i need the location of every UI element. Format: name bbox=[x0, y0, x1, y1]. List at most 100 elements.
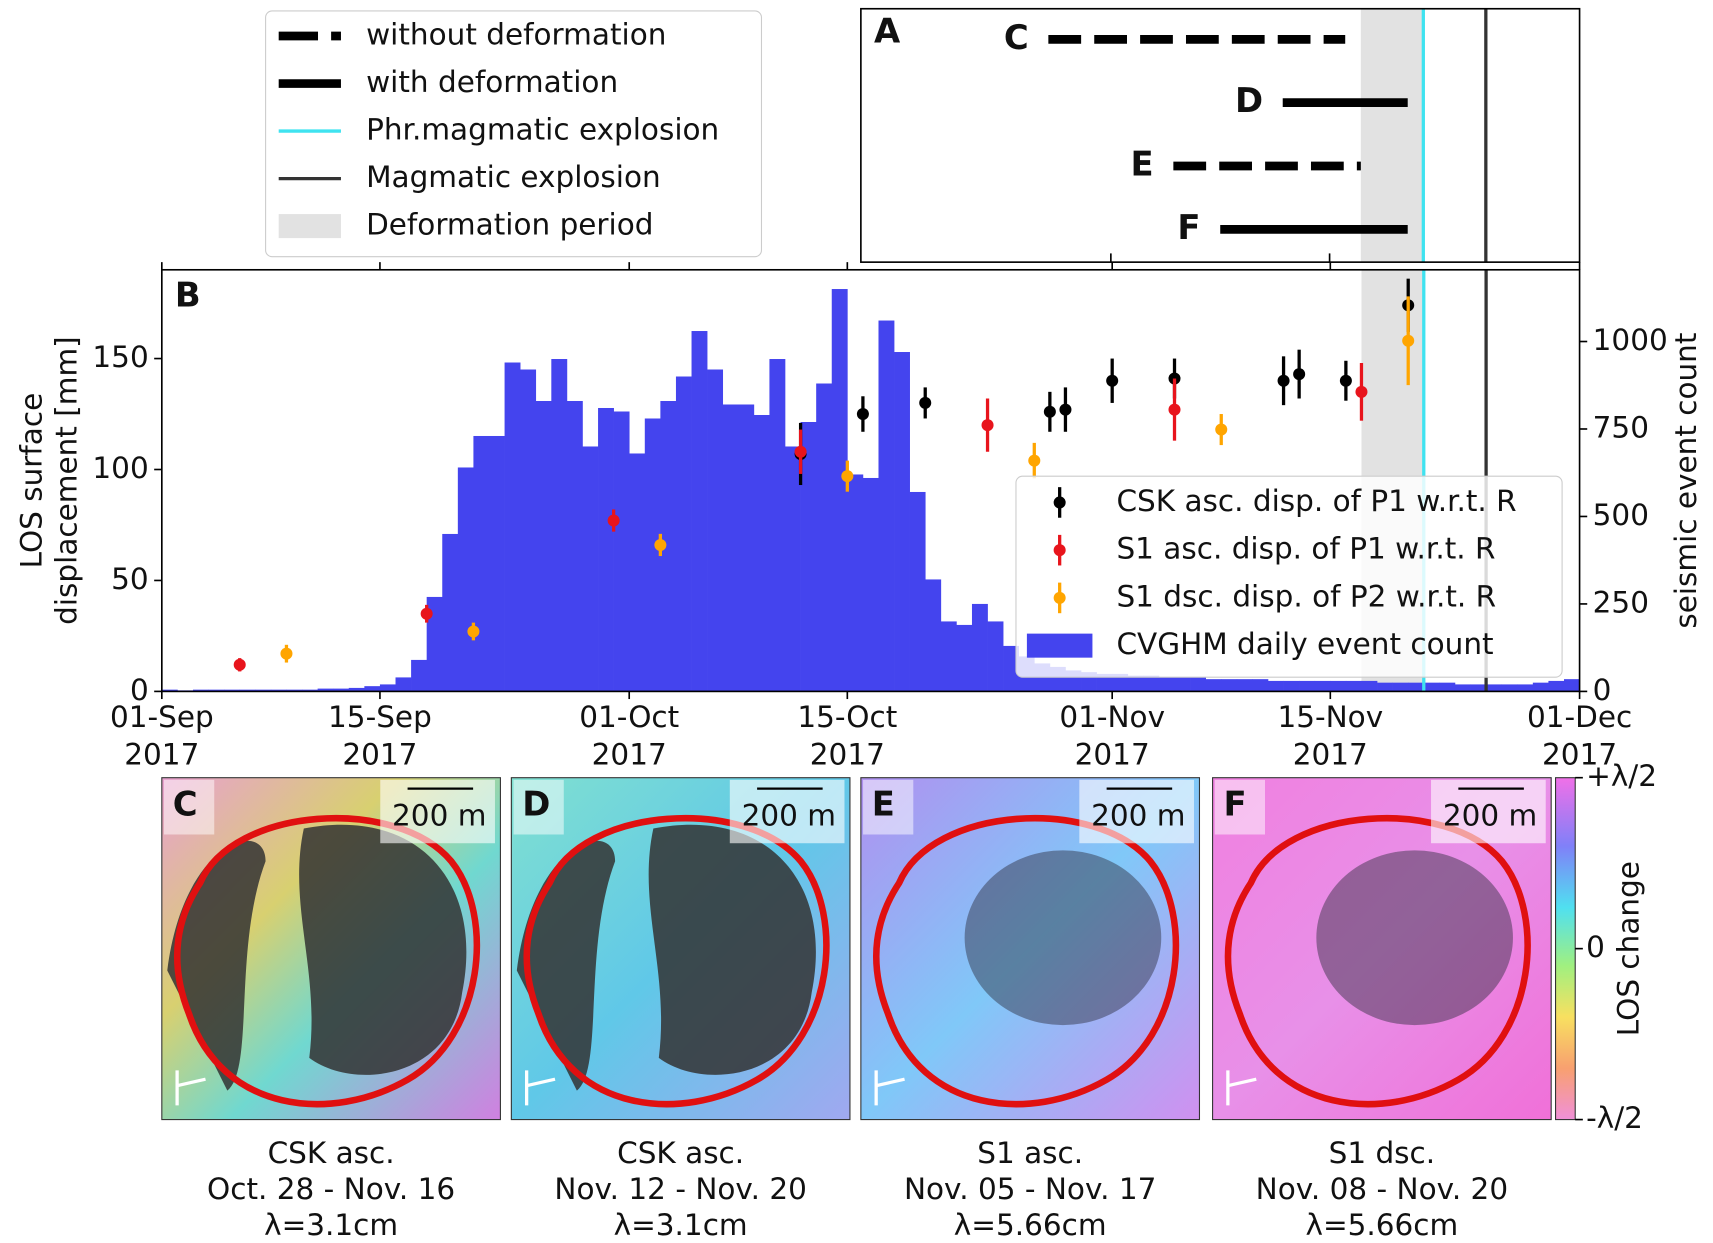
histogram-bar bbox=[504, 362, 521, 692]
legend-label: S1 dsc. disp. of P2 w.r.t. R bbox=[1116, 579, 1496, 613]
histogram-bar bbox=[1003, 645, 1020, 692]
legend-label: CVGHM daily event count bbox=[1116, 627, 1493, 661]
histogram-bar bbox=[333, 688, 350, 692]
y2-tick-label: 1000 bbox=[1593, 323, 1668, 357]
data-point bbox=[1059, 403, 1072, 416]
y-axis-label: displacement [mm] bbox=[49, 336, 83, 625]
label-box bbox=[164, 779, 215, 835]
histogram-bar bbox=[317, 688, 334, 692]
histogram-bar bbox=[660, 400, 677, 692]
y2-tick-label: 500 bbox=[1593, 498, 1649, 532]
panel-label: D bbox=[522, 785, 550, 824]
colorbar-tick-label: +λ/2 bbox=[1586, 759, 1657, 793]
legend-label: without deformation bbox=[366, 18, 666, 52]
histogram-bar bbox=[535, 400, 552, 692]
x-tick-label: 2017 bbox=[810, 737, 885, 771]
histogram-bar bbox=[1392, 682, 1409, 692]
histogram-bar bbox=[426, 596, 443, 692]
histogram-bar bbox=[1470, 684, 1487, 692]
crater-rim bbox=[174, 815, 480, 1108]
caption: λ=5.66cm bbox=[1306, 1208, 1459, 1242]
y2-tick-label: 250 bbox=[1593, 585, 1649, 619]
histogram-bar bbox=[598, 407, 614, 692]
data-point bbox=[280, 647, 293, 660]
x-tick-label: 2017 bbox=[1293, 737, 1368, 771]
y2-axis-label: seismic event count bbox=[1669, 333, 1703, 629]
data-point bbox=[856, 408, 869, 421]
y-tick-label: 50 bbox=[111, 562, 149, 596]
histogram-bar bbox=[566, 400, 583, 692]
legend-label: Deformation period bbox=[366, 208, 653, 242]
legend-handle bbox=[278, 214, 341, 239]
scale-label: 200 m bbox=[742, 799, 836, 833]
caption: Oct. 28 - Nov. 16 bbox=[207, 1172, 455, 1206]
scale-label: 200 m bbox=[1091, 799, 1185, 833]
data-point bbox=[420, 607, 433, 620]
histogram-bar bbox=[722, 404, 739, 692]
histogram-bar bbox=[707, 369, 724, 692]
histogram-bar bbox=[442, 533, 459, 692]
legend-handle bbox=[1053, 544, 1066, 557]
histogram-bar bbox=[909, 491, 926, 692]
histogram-bar bbox=[1361, 680, 1378, 692]
data-point bbox=[841, 470, 854, 483]
histogram-bar bbox=[1548, 680, 1565, 692]
caption: S1 asc. bbox=[977, 1136, 1083, 1170]
histogram-bar bbox=[1236, 679, 1253, 692]
data-point bbox=[467, 625, 480, 638]
panel-label: F bbox=[1224, 785, 1247, 824]
histogram-bar bbox=[379, 684, 396, 692]
north-arrow bbox=[524, 1070, 556, 1106]
histogram-bar bbox=[1112, 673, 1129, 692]
caption: λ=3.1cm bbox=[264, 1208, 398, 1242]
histogram-bar bbox=[224, 689, 241, 692]
histogram-bar bbox=[753, 414, 770, 692]
histogram-bar bbox=[800, 421, 817, 692]
segment-label: C bbox=[1004, 18, 1029, 57]
legend-label: with deformation bbox=[366, 65, 618, 99]
histogram-bar bbox=[395, 677, 412, 692]
legend-label: CSK asc. disp. of P1 w.r.t. R bbox=[1116, 484, 1516, 518]
caption: S1 dsc. bbox=[1329, 1136, 1436, 1170]
label-box bbox=[513, 779, 564, 835]
x-tick-label: 01-Dec bbox=[1527, 700, 1632, 734]
data-point bbox=[1402, 334, 1415, 347]
data-point bbox=[1168, 372, 1181, 385]
panel-label: B bbox=[175, 276, 201, 315]
segment-label: D bbox=[1235, 81, 1263, 120]
data-point bbox=[1277, 374, 1290, 387]
histogram-bar bbox=[1423, 682, 1440, 692]
colorbar-label: LOS change bbox=[1611, 861, 1645, 1036]
y-tick-label: 0 bbox=[130, 673, 149, 707]
scale-label: 200 m bbox=[1443, 799, 1537, 833]
x-tick-label: 2017 bbox=[592, 737, 667, 771]
histogram-bar bbox=[1330, 680, 1347, 692]
histogram-bar bbox=[270, 689, 287, 692]
north-arrow bbox=[175, 1070, 206, 1106]
data-point bbox=[794, 445, 807, 458]
histogram-bar bbox=[940, 621, 957, 692]
histogram-bar bbox=[1267, 680, 1284, 692]
histogram-bar bbox=[1283, 680, 1300, 692]
data-point bbox=[919, 396, 932, 409]
histogram-bar bbox=[1252, 679, 1269, 692]
histogram-bar bbox=[411, 659, 428, 692]
histogram-bar bbox=[738, 404, 755, 692]
histogram-bar bbox=[629, 453, 646, 692]
data-point bbox=[1106, 374, 1119, 387]
data-point bbox=[233, 658, 246, 671]
histogram-bar bbox=[971, 603, 988, 692]
histogram-bar bbox=[161, 689, 178, 692]
histogram-bar bbox=[1158, 677, 1175, 692]
label-box bbox=[1214, 779, 1266, 835]
histogram-bar bbox=[1439, 682, 1456, 692]
histogram-bar bbox=[1486, 684, 1503, 692]
histogram-bar bbox=[613, 411, 630, 692]
x-tick-label: 01-Oct bbox=[579, 700, 679, 734]
histogram-bar bbox=[192, 689, 209, 692]
legend-handle bbox=[1026, 633, 1093, 658]
histogram-bar bbox=[520, 369, 537, 692]
shaded-period bbox=[1360, 8, 1424, 263]
legend-handle bbox=[1053, 496, 1066, 509]
segment-label: E bbox=[1131, 145, 1154, 184]
